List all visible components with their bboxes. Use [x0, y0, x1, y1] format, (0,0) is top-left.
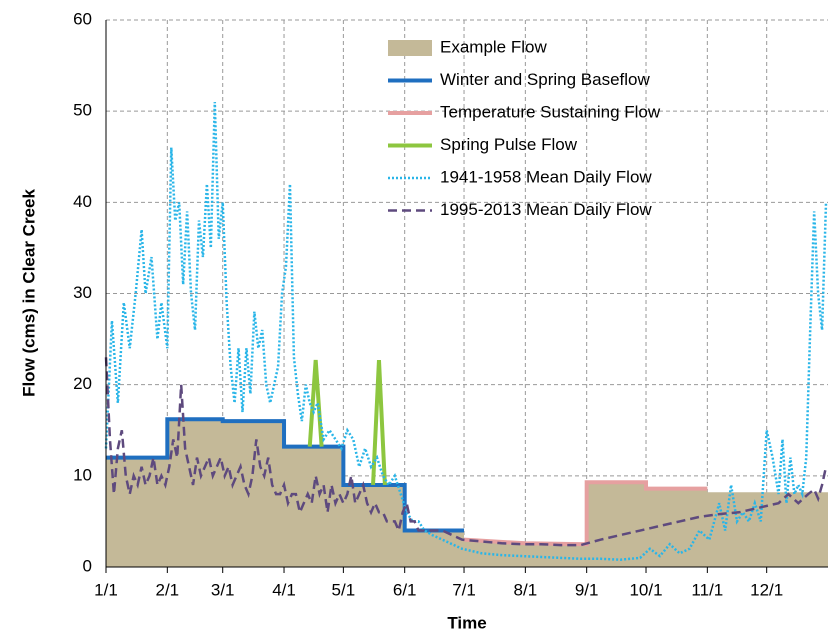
x-tick-label: 7/1 [452, 580, 476, 599]
legend-label: 1995-2013 Mean Daily Flow [440, 200, 652, 219]
legend-label: Spring Pulse Flow [440, 135, 578, 154]
legend-label: 1941-1958 Mean Daily Flow [440, 167, 652, 186]
x-tick-label: 10/1 [629, 580, 662, 599]
x-tick-label: 4/1 [272, 580, 296, 599]
x-tick-label: 2/1 [156, 580, 180, 599]
y-tick-label: 50 [73, 101, 92, 120]
x-tick-label: 12/1 [750, 580, 783, 599]
line [104, 102, 828, 561]
legend-swatch [388, 40, 432, 56]
x-tick-label: 6/1 [393, 580, 417, 599]
x-axis-label: Time [447, 613, 486, 632]
y-tick-label: 10 [73, 465, 92, 484]
line [106, 417, 465, 533]
line [307, 359, 387, 486]
y-tick-label: 60 [73, 9, 92, 28]
x-tick-label: 5/1 [332, 580, 356, 599]
x-tick-label: 1/1 [94, 580, 118, 599]
x-tick-label: 8/1 [514, 580, 538, 599]
y-tick-label: 0 [83, 556, 92, 575]
x-tick-label: 3/1 [211, 580, 235, 599]
y-tick-label: 30 [73, 283, 92, 302]
legend-label: Temperature Sustaining Flow [440, 102, 661, 121]
x-tick-label: 9/1 [575, 580, 599, 599]
y-tick-label: 40 [73, 192, 92, 211]
legend-label: Winter and Spring Baseflow [440, 70, 650, 89]
line [104, 357, 828, 547]
y-axis-label: Flow (cms) in Clear Creek [19, 189, 38, 397]
area [106, 419, 828, 567]
legend-label: Example Flow [440, 37, 547, 56]
y-tick-label: 20 [73, 374, 92, 393]
x-tick-label: 11/1 [691, 580, 723, 599]
